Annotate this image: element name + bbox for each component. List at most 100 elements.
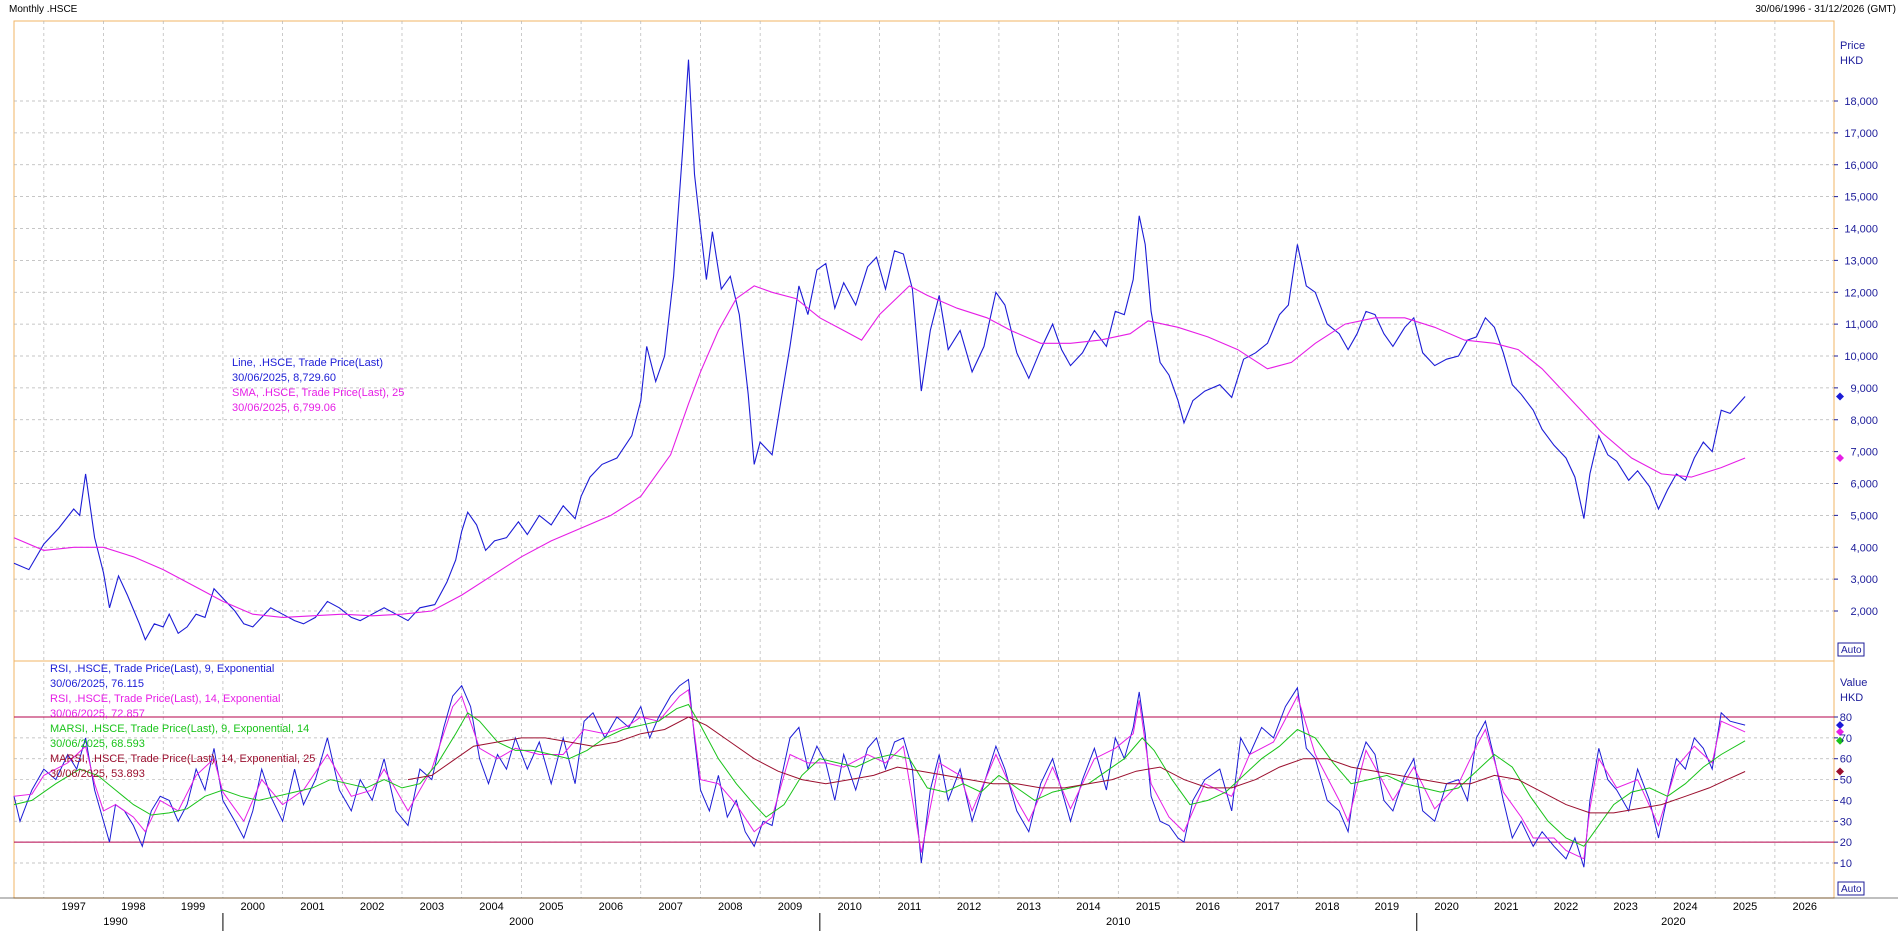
x-tick-label-2019: 2019 (1375, 901, 1399, 913)
price-tick-label: 5,000 (1850, 510, 1878, 522)
indicator-tick-label: 10 (1840, 858, 1852, 870)
x-tick-label-2003: 2003 (420, 901, 444, 913)
price-tick-label: 14,000 (1844, 224, 1878, 236)
marker-last-marsi-14-25 (1836, 767, 1844, 776)
price-axis-unit: HKD (1840, 55, 1863, 67)
indicator-tick-label: 80 (1840, 712, 1852, 724)
series-rsi-14 (13, 689, 1746, 860)
legend-price-label: Line, .HSCE, Trade Price(Last) (232, 357, 383, 369)
price-auto-button[interactable]: Auto (1837, 642, 1865, 657)
series-group (13, 59, 1746, 868)
legend-rsi14-value: 30/06/2025, 72.857 (50, 708, 145, 720)
legend-rsi14-label: RSI, .HSCE, Trade Price(Last), 14, Expon… (50, 693, 281, 705)
x-tick-label-2000: 2000 (241, 901, 265, 913)
price-tick-label: 11,000 (1845, 319, 1878, 331)
indicator-tick-label: 20 (1840, 837, 1852, 849)
legend-rsi9-value: 30/06/2025, 76.115 (50, 678, 144, 690)
x-tick-label-2010: 2010 (837, 901, 861, 913)
price-tick-label: 6,000 (1850, 479, 1878, 491)
x-tick-label-2013: 2013 (1017, 901, 1041, 913)
indicator-legend: RSI, .HSCE, Trade Price(Last), 9, Expone… (50, 663, 315, 780)
x-tick-label-2009: 2009 (778, 901, 802, 913)
x-tick-label-2024: 2024 (1673, 901, 1697, 913)
legend-marsi9-label: MARSI, .HSCE, Trade Price(Last), 9, Expo… (50, 723, 309, 735)
price-tick-label: 10,000 (1844, 351, 1878, 363)
grid (14, 21, 1834, 898)
price-auto-label: Auto (1841, 645, 1862, 656)
x-tick-label-1998: 1998 (121, 901, 145, 913)
indicator-auto-label: Auto (1841, 884, 1862, 895)
x-tick-label-2007: 2007 (658, 901, 682, 913)
x-tick-label-2022: 2022 (1554, 901, 1578, 913)
indicator-tick-label: 70 (1840, 733, 1852, 745)
series-marsi-14-25 (407, 716, 1746, 814)
price-panel-frame (13, 20, 1835, 662)
price-axis-ticks: 2,000 3,000 4,000 5,000 6,000 7,000 8,000 9,000… (1834, 96, 1878, 618)
marker-last-marsi-9-14 (1836, 736, 1844, 745)
x-axis-ticks: 1997 1998 1999 2000 2001 2002 2003 2004 2005 2006… (0, 897, 1898, 931)
price-tick-label: 15,000 (1844, 192, 1878, 204)
last-value-markers (1836, 392, 1844, 776)
x-tick-label-2008: 2008 (718, 901, 742, 913)
price-tick-label: 13,000 (1844, 255, 1878, 267)
x-tick-label-2015: 2015 (1136, 901, 1160, 913)
price-legend: Line, .HSCE, Trade Price(Last) 30/06/202… (232, 357, 404, 414)
legend-rsi9-label: RSI, .HSCE, Trade Price(Last), 9, Expone… (50, 663, 274, 675)
date-range: 30/06/1996 - 31/12/2026 (GMT) (1755, 4, 1896, 15)
legend-marsi14-label: MARSI, .HSCE, Trade Price(Last), 14, Exp… (50, 753, 315, 765)
x-tick-label-2011: 2011 (898, 901, 922, 913)
x-tick-label-2012: 2012 (957, 901, 981, 913)
x-tick-label-2018: 2018 (1315, 901, 1339, 913)
marker-last-sma (1836, 454, 1844, 463)
indicator-tick-label: 50 (1840, 775, 1852, 787)
x-tick-label-1999: 1999 (181, 901, 205, 913)
x-tick-label-1997: 1997 (61, 901, 85, 913)
decade-label-2010: 2010 (1106, 916, 1130, 928)
price-axis-title: Price (1840, 40, 1865, 52)
price-tick-label: 4,000 (1850, 542, 1878, 554)
x-tick-label-2016: 2016 (1196, 901, 1220, 913)
marker-last-rsi-14 (1836, 727, 1844, 736)
x-tick-label-2004: 2004 (479, 901, 503, 913)
price-tick-label: 18,000 (1844, 96, 1878, 108)
series-price-line (13, 59, 1746, 642)
indicator-tick-label: 30 (1840, 816, 1852, 828)
price-tick-label: 3,000 (1850, 574, 1878, 586)
price-tick-label: 16,000 (1844, 160, 1878, 172)
marker-last-rsi-9 (1836, 721, 1844, 730)
decade-label-2000: 2000 (509, 916, 533, 928)
x-tick-label-2020: 2020 (1434, 901, 1458, 913)
x-tick-label-2026: 2026 (1793, 901, 1817, 913)
indicator-axis-ticks: 10 20 30 40 50 60 70 80 (1834, 712, 1852, 870)
price-tick-label: 8,000 (1850, 415, 1878, 427)
legend-sma-label: SMA, .HSCE, Trade Price(Last), 25 (232, 387, 404, 399)
decade-label-2020: 2020 (1661, 916, 1685, 928)
indicator-tick-label: 40 (1840, 795, 1852, 807)
decade-label-1990: 1990 (103, 916, 127, 928)
x-tick-label-2014: 2014 (1076, 901, 1100, 913)
x-tick-label-2002: 2002 (360, 901, 384, 913)
indicator-axis-title: Value (1840, 677, 1867, 689)
series-marsi-9-14 (13, 703, 1746, 847)
chart-header: Monthly .HSCE 30/06/1996 - 31/12/2026 (G… (0, 0, 1898, 15)
x-tick-label-2023: 2023 (1613, 901, 1637, 913)
legend-sma-value: 30/06/2025, 6,799.06 (232, 402, 336, 414)
x-tick-label-2021: 2021 (1494, 901, 1518, 913)
price-tick-label: 17,000 (1844, 128, 1878, 140)
price-tick-label: 12,000 (1844, 287, 1878, 299)
x-tick-label-2001: 2001 (300, 901, 324, 913)
chart-title: Monthly .HSCE (9, 4, 78, 15)
marker-last-price (1836, 392, 1844, 401)
series-sma-25 (13, 285, 1746, 618)
price-tick-label: 7,000 (1850, 447, 1878, 459)
indicator-tick-label: 60 (1840, 754, 1852, 766)
x-tick-label-2005: 2005 (539, 901, 563, 913)
x-tick-label-2025: 2025 (1733, 901, 1757, 913)
price-tick-label: 9,000 (1850, 383, 1878, 395)
price-tick-label: 2,000 (1850, 606, 1878, 618)
x-tick-label-2017: 2017 (1255, 901, 1279, 913)
indicator-auto-button[interactable]: Auto (1837, 881, 1865, 896)
legend-marsi14-value: 30/06/2025, 53.893 (50, 768, 145, 780)
x-tick-label-2006: 2006 (599, 901, 623, 913)
